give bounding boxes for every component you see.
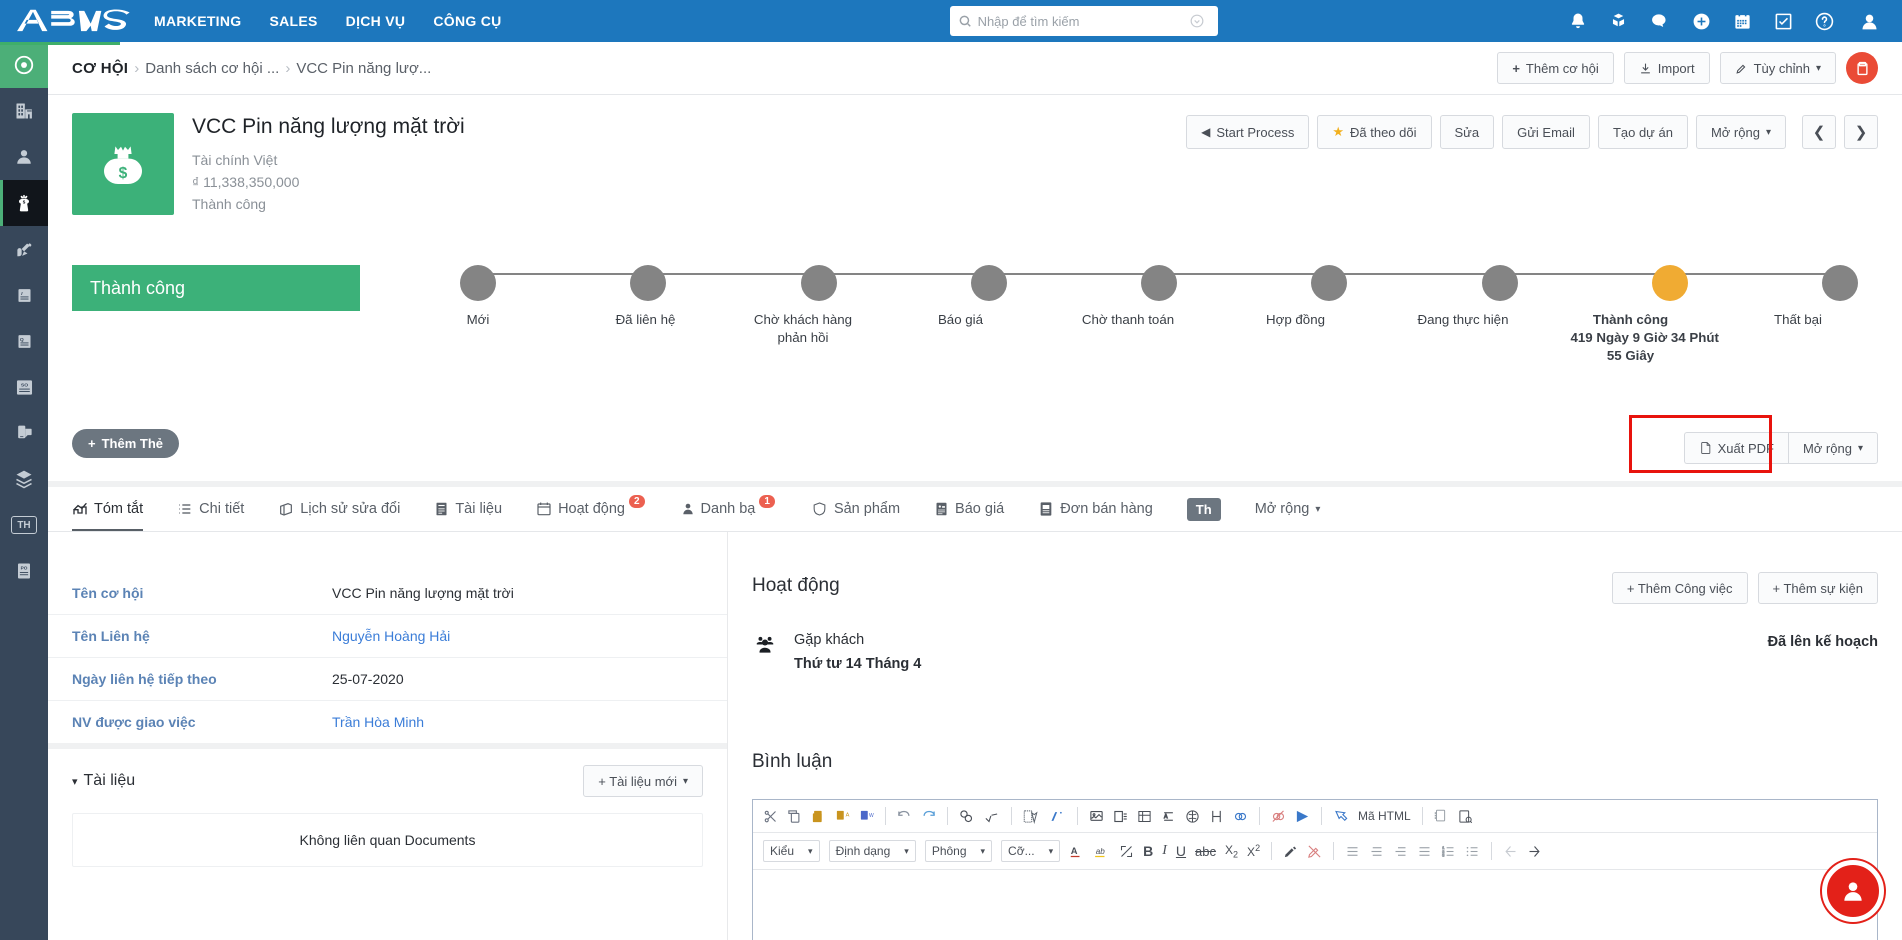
svg-text:PO: PO <box>21 566 28 572</box>
svg-text:Q: Q <box>19 336 23 342</box>
svg-text:W: W <box>869 813 874 819</box>
svg-text:A: A <box>846 812 850 818</box>
svg-text:$: $ <box>119 165 128 182</box>
svg-text:3: 3 <box>1442 853 1444 857</box>
svg-text:ab: ab <box>1096 847 1106 856</box>
svg-text:A: A <box>1164 813 1168 819</box>
svg-text:SO: SO <box>20 382 27 388</box>
svg-text:A: A <box>1071 846 1078 856</box>
